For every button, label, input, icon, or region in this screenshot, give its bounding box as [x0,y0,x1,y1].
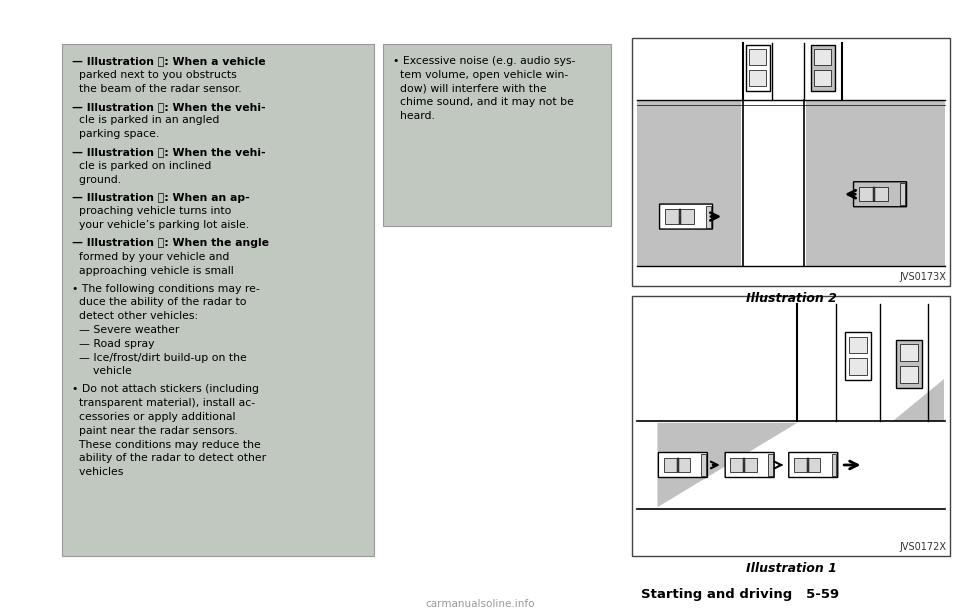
FancyBboxPatch shape [789,453,838,478]
Bar [900,366,918,383]
Bar [62,44,374,556]
Text: — Illustration ⓒ: When the vehi-: — Illustration ⓒ: When the vehi- [72,147,266,157]
Bar [383,44,611,226]
Bar [900,183,905,205]
Bar [663,458,690,472]
Text: cle is parked on inclined: cle is parked on inclined [72,161,211,171]
Text: proaching vehicle turns into: proaching vehicle turns into [72,207,231,216]
Bar [677,458,679,472]
Bar [849,358,867,375]
Bar [665,210,694,224]
Text: JVS0172X: JVS0172X [899,542,946,552]
Text: • Do not attach stickers (including: • Do not attach stickers (including [72,384,259,395]
Polygon shape [893,379,944,421]
Text: JVS0173X: JVS0173X [900,272,946,282]
Bar [743,458,745,472]
Bar [845,332,871,380]
Text: cle is parked in an angled: cle is parked in an angled [72,115,220,125]
FancyBboxPatch shape [660,204,712,229]
Bar [814,70,831,86]
Text: paint near the radar sensors.: paint near the radar sensors. [72,426,238,436]
Text: Starting and driving   5-59: Starting and driving 5-59 [641,588,839,601]
Bar [896,340,922,387]
Text: — Illustration ⓔ: When the angle: — Illustration ⓔ: When the angle [72,238,269,248]
Text: • Excessive noise (e.g. audio sys-: • Excessive noise (e.g. audio sys- [393,56,575,66]
Text: — Road spray: — Road spray [72,339,155,349]
Bar [831,454,836,476]
Bar [749,70,766,86]
Bar [701,454,706,476]
Text: Illustration 1: Illustration 1 [746,562,836,575]
Bar [900,345,918,361]
Text: — Ice/frost/dirt build-up on the: — Ice/frost/dirt build-up on the [72,353,247,363]
Bar [811,45,835,91]
Bar [859,187,888,202]
Text: ability of the radar to detect other: ability of the radar to detect other [72,453,266,463]
Bar [849,337,867,353]
Bar [632,296,950,556]
Text: heard.: heard. [393,111,435,121]
Text: dow) will interfere with the: dow) will interfere with the [393,84,546,93]
Text: transparent material), install ac-: transparent material), install ac- [72,398,255,408]
Bar [874,187,876,202]
Text: — Severe weather: — Severe weather [72,325,180,335]
Text: duce the ability of the radar to: duce the ability of the radar to [72,298,247,307]
Bar [731,458,756,472]
Bar [749,49,766,65]
Bar [632,38,950,286]
Polygon shape [658,423,798,507]
FancyBboxPatch shape [853,181,906,207]
Text: parking space.: parking space. [72,129,159,139]
FancyBboxPatch shape [725,453,774,478]
Text: ground.: ground. [72,175,121,185]
Text: tem volume, open vehicle win-: tem volume, open vehicle win- [393,70,568,80]
Text: — Illustration ⓑ: When the vehi-: — Illustration ⓑ: When the vehi- [72,101,266,112]
Bar [680,210,682,224]
Bar [768,454,773,476]
Text: detect other vehicles:: detect other vehicles: [72,311,198,321]
Text: Illustration 2: Illustration 2 [746,292,836,305]
Bar [706,205,711,227]
Text: • The following conditions may re-: • The following conditions may re- [72,284,260,294]
FancyBboxPatch shape [659,453,708,478]
Text: carmanualsoline.info: carmanualsoline.info [425,599,535,609]
Text: cessories or apply additional: cessories or apply additional [72,412,235,422]
Text: — Illustration ⓐ: When a vehicle: — Illustration ⓐ: When a vehicle [72,56,266,66]
Bar [794,458,821,472]
Text: parked next to you obstructs: parked next to you obstructs [72,70,237,80]
Text: chime sound, and it may not be: chime sound, and it may not be [393,97,574,108]
Bar [807,458,809,472]
Text: — Illustration ⓓ: When an ap-: — Illustration ⓓ: When an ap- [72,192,250,203]
Bar [814,49,831,65]
Text: vehicle: vehicle [72,367,132,376]
Text: formed by your vehicle and: formed by your vehicle and [72,252,229,262]
Polygon shape [805,100,945,266]
Text: your vehicle’s parking lot aisle.: your vehicle’s parking lot aisle. [72,220,250,230]
Bar [746,45,770,91]
Text: vehicles: vehicles [72,467,124,477]
Text: These conditions may reduce the: These conditions may reduce the [72,440,261,450]
Text: the beam of the radar sensor.: the beam of the radar sensor. [72,84,242,93]
Polygon shape [637,100,741,266]
Text: approaching vehicle is small: approaching vehicle is small [72,266,233,276]
